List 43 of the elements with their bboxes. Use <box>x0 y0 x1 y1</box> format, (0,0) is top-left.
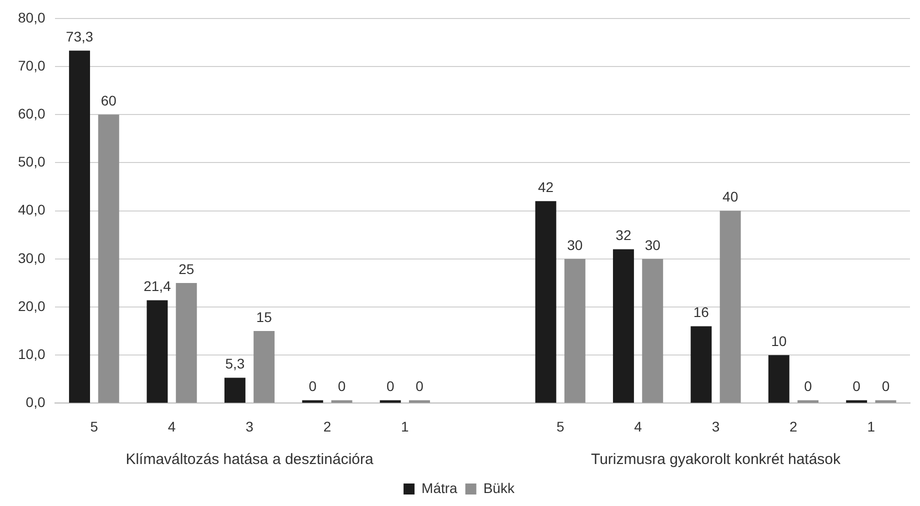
data-label: 0 <box>852 378 861 394</box>
x-tick-label: 1 <box>867 418 876 434</box>
y-tick-label: 10,0 <box>18 346 46 362</box>
y-tick-label: 70,0 <box>18 57 46 74</box>
text: Turizmusra gyakorolt konkrét hatások <box>590 451 842 468</box>
x-tick-label: 5 <box>556 418 564 434</box>
data-label: 15 <box>256 308 272 325</box>
text: Klímaváltozás hatása a desztinációra <box>126 451 374 468</box>
legend-label: Bükk <box>483 480 516 496</box>
y-tick-label: 40,0 <box>18 202 46 218</box>
data-label: 5,3 <box>225 356 245 372</box>
data-label: 0 <box>882 378 890 394</box>
y-tick-label: 30,0 <box>18 250 46 266</box>
data-label: 0 <box>804 378 812 394</box>
data-label: 32 <box>616 227 632 244</box>
x-tick-label: 4 <box>168 418 176 434</box>
y-tick-label: 60,0 <box>18 105 46 122</box>
data-label: 16 <box>693 304 710 320</box>
y-tick-label: 80,0 <box>18 9 46 26</box>
x-tick-label: 4 <box>634 418 642 434</box>
x-tick-label: 3 <box>712 418 720 434</box>
data-label: 60 <box>100 92 117 108</box>
data-label: 10 <box>771 332 787 349</box>
x-tick-label: 1 <box>401 418 410 434</box>
data-label: 25 <box>178 260 194 277</box>
y-tick-label: 0,0 <box>26 394 46 410</box>
y-tick-label: 50,0 <box>18 154 46 170</box>
legend-label: Mátra <box>422 480 458 496</box>
data-label: 73,3 <box>66 28 94 44</box>
x-tick-label: 2 <box>790 418 798 434</box>
data-label: 30 <box>567 236 583 253</box>
x-tick-label: 5 <box>90 418 98 434</box>
x-tick-label: 2 <box>323 418 332 434</box>
data-label: 0 <box>308 378 317 394</box>
data-label: 30 <box>644 236 661 253</box>
data-label: 0 <box>416 378 424 394</box>
data-label: 40 <box>722 188 738 205</box>
y-tick-label: 20,0 <box>18 298 46 314</box>
data-label: 0 <box>386 378 394 394</box>
data-label: 21,4 <box>144 278 172 294</box>
x-tick-label: 3 <box>246 418 254 434</box>
data-label: 0 <box>338 378 346 394</box>
data-label: 42 <box>538 179 554 196</box>
